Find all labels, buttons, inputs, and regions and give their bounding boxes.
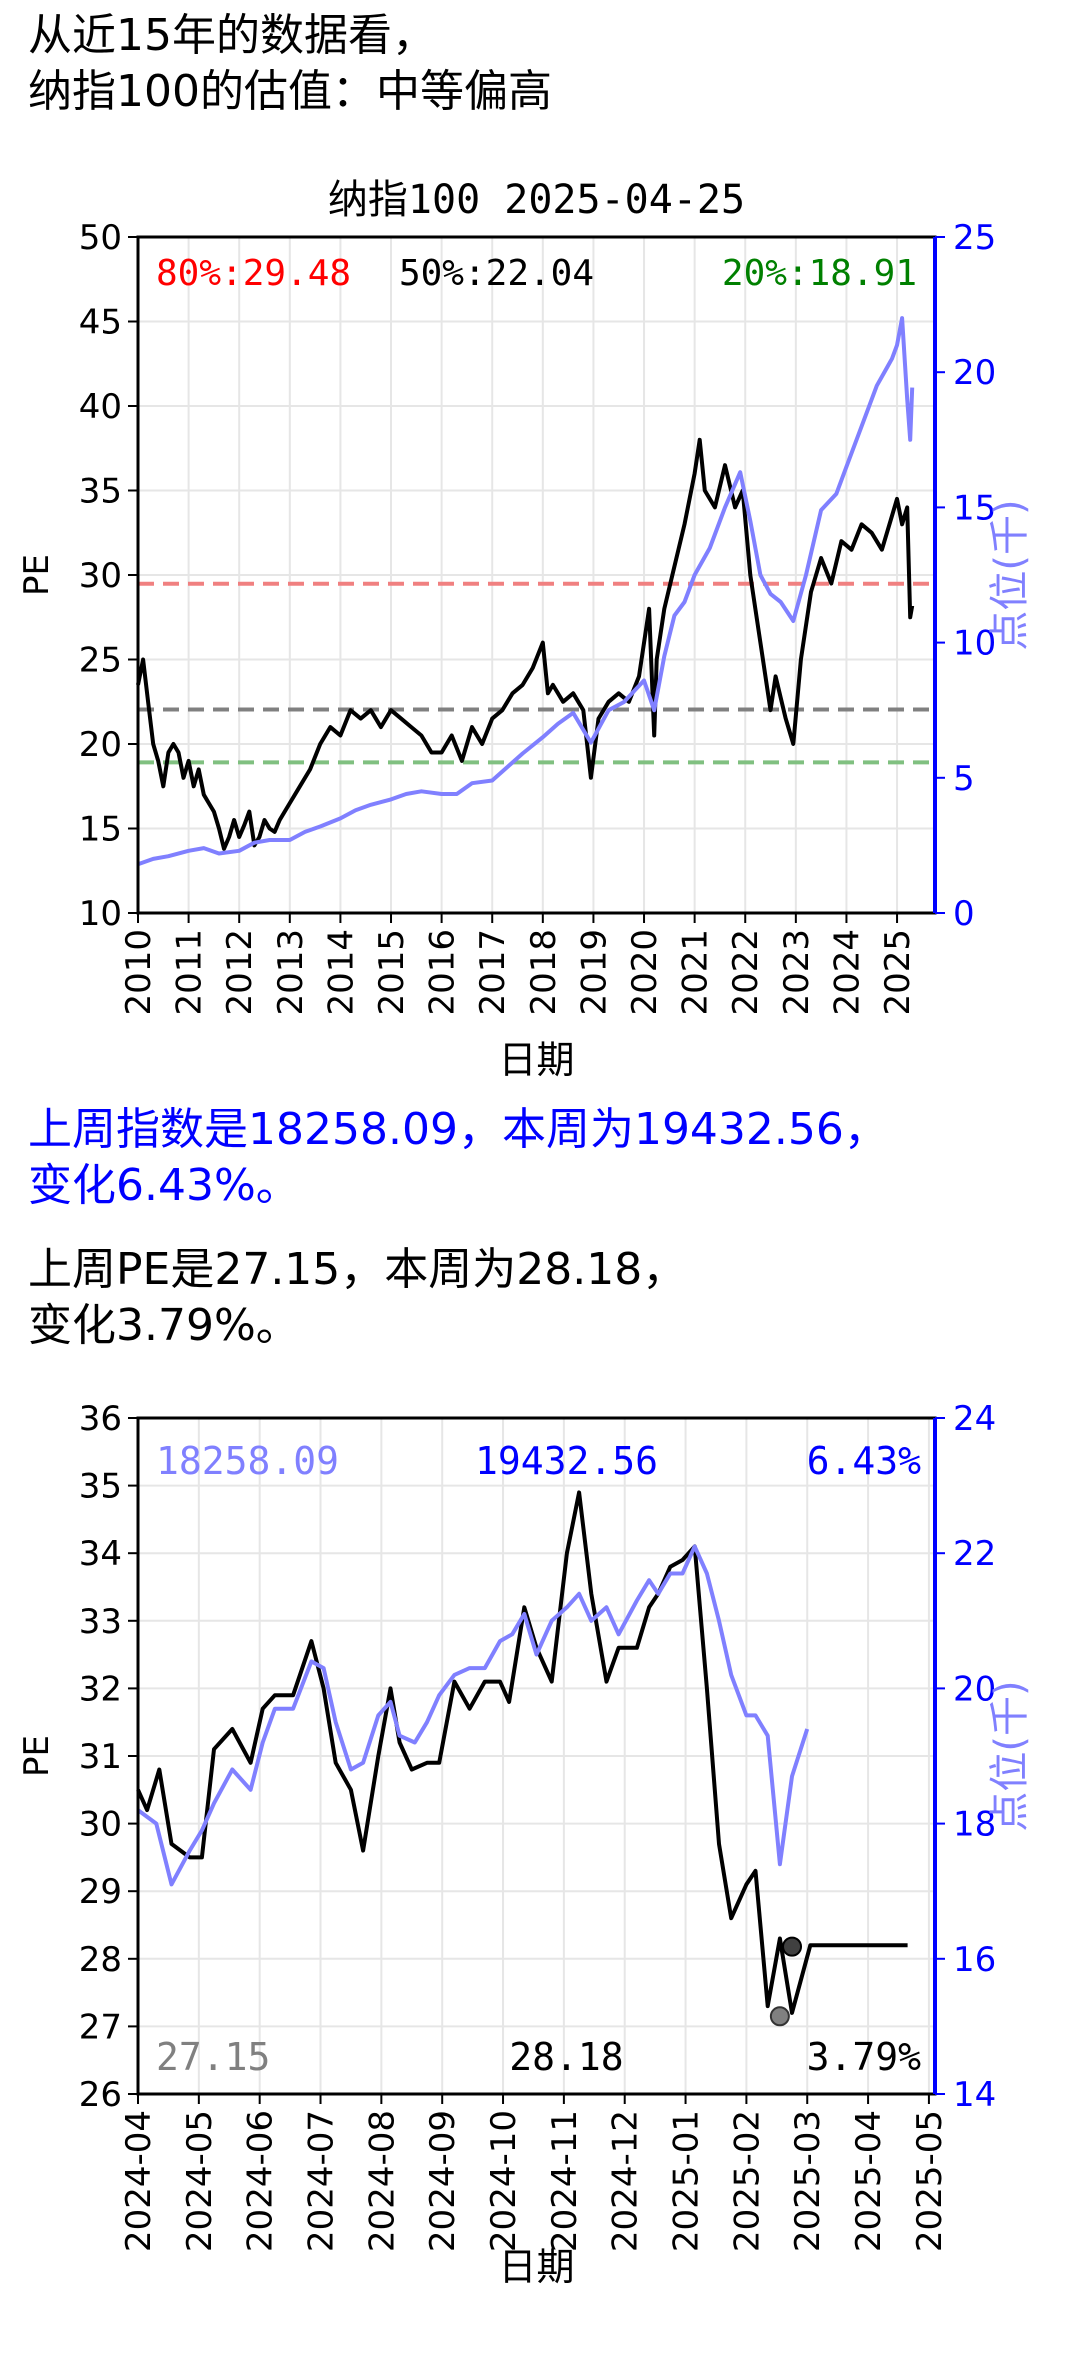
y2-tick-label: 18	[953, 1805, 996, 1845]
x-tick-label: 2024-12	[606, 2110, 646, 2252]
x-tick-label: 2011	[170, 929, 210, 1016]
index-change-line-2: 变化6.43%。	[28, 1160, 300, 1211]
headline-line-1: 从近15年的数据看，	[28, 10, 436, 61]
x-tick-label: 2024	[827, 929, 867, 1016]
x-axis-label: 日期	[498, 2245, 574, 2289]
x-tick-label: 2024-08	[362, 2110, 402, 2252]
x-tick-label: 2016	[423, 929, 463, 1016]
x-tick-label: 2024-09	[423, 2110, 463, 2252]
headline-line-2: 纳指100的估值：中等偏高	[28, 66, 552, 117]
y-tick-label: 35	[79, 472, 122, 512]
y2-tick-label: 16	[953, 1940, 996, 1980]
y2-tick-label: 15	[953, 488, 996, 528]
percentile-50-label: 50%:22.04	[399, 253, 594, 294]
x-tick-label: 2017	[473, 929, 513, 1016]
x-tick-label: 2024-10	[484, 2110, 524, 2252]
index-series-line	[136, 1544, 810, 1887]
y-tick-label: 33	[79, 1602, 122, 1642]
x-tick-label: 2025-05	[910, 2110, 950, 2252]
x-tick-label: 2024-04	[119, 2110, 159, 2252]
pe-series-line	[136, 437, 915, 851]
pe-history-chart: 纳指100 2025-04-25101520253035404550051015…	[17, 177, 1033, 1082]
x-tick-label: 2025-03	[788, 2110, 828, 2252]
y2-tick-label: 14	[953, 2075, 996, 2115]
x-tick-label: 2025	[878, 929, 918, 1016]
x-tick-label: 2025-04	[849, 2110, 889, 2252]
y-tick-label: 40	[79, 387, 122, 427]
x-tick-label: 2025-01	[667, 2110, 707, 2252]
percentile-80-label: 80%:29.48	[156, 253, 351, 294]
pe-prev-label: 27.15	[156, 2035, 270, 2079]
pe-curr-label: 28.18	[509, 2035, 623, 2079]
y-axis-label: PE	[17, 1735, 57, 1777]
y-tick-label: 31	[79, 1737, 122, 1777]
y-tick-label: 25	[79, 641, 122, 681]
y-tick-label: 28	[79, 1940, 122, 1980]
y-tick-label: 15	[79, 810, 122, 850]
y-tick-label: 30	[79, 1805, 122, 1845]
y2-tick-label: 20	[953, 353, 996, 393]
y-tick-label: 30	[79, 556, 122, 596]
pe-curr-marker	[782, 1936, 803, 1957]
y2-tick-label: 0	[953, 894, 975, 934]
y-tick-label: 45	[79, 303, 122, 343]
y2-tick-label: 22	[953, 1534, 996, 1574]
y-axis-label: PE	[17, 554, 57, 596]
y2-axis-label: 点位(千)	[987, 1680, 1033, 1831]
chart-title: 纳指100 2025-04-25	[328, 177, 745, 223]
y-tick-label: 32	[79, 1669, 122, 1709]
index-prev-label: 18258.09	[156, 1439, 339, 1483]
x-tick-label: 2018	[524, 929, 564, 1016]
x-tick-label: 2015	[372, 929, 412, 1016]
y2-tick-label: 10	[953, 624, 996, 664]
y-tick-label: 20	[79, 725, 122, 765]
index-change-line-1: 上周指数是18258.09，本周为19432.56，	[28, 1104, 888, 1155]
x-tick-label: 2024-07	[302, 2110, 342, 2252]
x-tick-label: 2022	[726, 929, 766, 1016]
index-series-line	[137, 316, 915, 867]
pe-series-line	[136, 1490, 908, 2015]
x-tick-label: 2021	[676, 929, 716, 1016]
x-tick-label: 2024-06	[241, 2110, 281, 2252]
percentile-20-label: 20%:18.91	[722, 253, 917, 294]
pe-change-line-1: 上周PE是27.15，本周为28.18，	[28, 1244, 687, 1295]
x-tick-label: 2019	[574, 929, 614, 1016]
y2-tick-label: 5	[953, 759, 975, 799]
y-tick-label: 34	[79, 1534, 122, 1574]
pe-change-line-2: 变化3.79%。	[28, 1300, 300, 1351]
pe-change-label: 3.79%	[807, 2035, 922, 2079]
x-tick-label: 2014	[321, 929, 361, 1016]
y-tick-label: 27	[79, 2007, 122, 2047]
y2-tick-label: 20	[953, 1669, 996, 1709]
y2-axis-label: 点位(千)	[987, 499, 1033, 650]
x-tick-label: 2023	[777, 929, 817, 1016]
y-tick-label: 26	[79, 2075, 122, 2115]
y-tick-label: 36	[79, 1399, 122, 1439]
y-tick-label: 10	[79, 894, 122, 934]
x-tick-label: 2012	[220, 929, 260, 1016]
x-tick-label: 2010	[119, 929, 159, 1016]
x-tick-label: 2024-11	[545, 2110, 585, 2252]
x-tick-label: 2024-05	[180, 2110, 220, 2252]
x-tick-label: 2020	[625, 929, 665, 1016]
y-tick-label: 35	[79, 1467, 122, 1507]
x-axis-label: 日期	[498, 1038, 574, 1082]
y2-tick-label: 24	[953, 1399, 996, 1439]
index-change-label: 6.43%	[807, 1439, 922, 1483]
index-curr-label: 19432.56	[475, 1439, 658, 1483]
y2-tick-label: 25	[953, 218, 996, 258]
pe-prev-marker	[769, 2006, 790, 2027]
y-tick-label: 29	[79, 1872, 122, 1912]
x-tick-label: 2013	[271, 929, 311, 1016]
y-tick-label: 50	[79, 218, 122, 258]
x-tick-label: 2025-02	[727, 2110, 767, 2252]
